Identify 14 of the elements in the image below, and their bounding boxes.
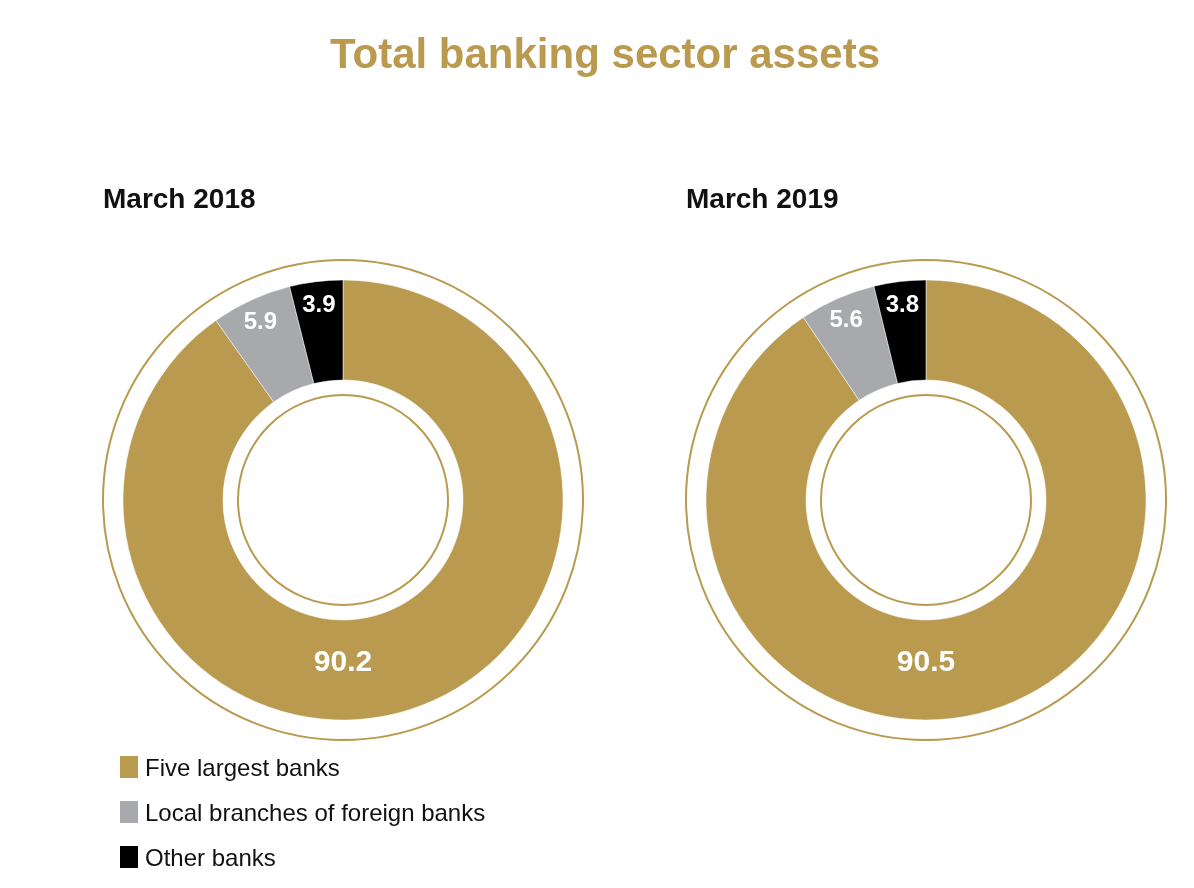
- data-label: 5.6: [829, 305, 863, 333]
- data-label: 3.8: [885, 289, 920, 317]
- data-label: 90.5: [896, 643, 956, 677]
- legend-label: Five largest banks: [145, 754, 340, 781]
- donut-slice: [123, 279, 564, 720]
- data-label: 3.9: [302, 289, 336, 317]
- donut-slice: [706, 279, 1147, 721]
- chart-title: Total banking sector assets: [329, 30, 881, 77]
- legend-label: Local branches of foreign banks: [145, 799, 486, 826]
- legend-label: Other banks: [145, 844, 276, 871]
- data-label: 5.9: [243, 306, 278, 334]
- chart-subtitle: March 2018: [103, 183, 256, 214]
- chart-subtitle: March 2019: [686, 183, 839, 214]
- data-label: 90.2: [313, 643, 373, 677]
